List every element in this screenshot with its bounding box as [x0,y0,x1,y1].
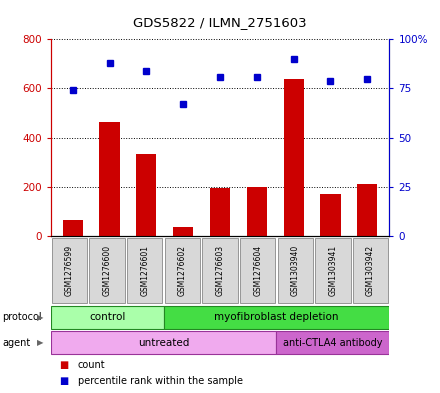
Text: count: count [78,360,106,370]
Bar [165,238,200,303]
Text: GSM1276600: GSM1276600 [103,244,112,296]
Text: GSM1303941: GSM1303941 [328,244,337,296]
Text: ▶: ▶ [37,338,43,347]
Bar [353,238,388,303]
Text: GSM1276599: GSM1276599 [65,244,74,296]
Text: myofibroblast depletion: myofibroblast depletion [214,312,339,322]
Text: ■: ■ [59,376,69,386]
Bar [164,306,389,329]
Text: protocol: protocol [2,312,42,322]
Bar [51,306,164,329]
Text: anti-CTLA4 antibody: anti-CTLA4 antibody [283,338,383,348]
Bar [315,238,351,303]
Bar [320,194,341,236]
Bar [136,154,157,236]
Bar [51,331,276,354]
Text: ▶: ▶ [37,313,43,322]
Text: GSM1276601: GSM1276601 [140,245,149,296]
Bar [210,188,230,236]
Bar [278,238,313,303]
Bar [357,184,378,236]
Bar [247,187,267,236]
Text: GSM1276602: GSM1276602 [178,245,187,296]
Text: GSM1276603: GSM1276603 [216,244,224,296]
Text: ■: ■ [59,360,69,370]
Text: GSM1303942: GSM1303942 [366,244,375,296]
Bar [240,238,275,303]
Text: GDS5822 / ILMN_2751603: GDS5822 / ILMN_2751603 [133,17,307,29]
Bar [202,238,238,303]
Bar [276,331,389,354]
Bar [89,238,125,303]
Bar [127,238,162,303]
Bar [99,121,120,236]
Bar [52,238,87,303]
Text: percentile rank within the sample: percentile rank within the sample [78,376,243,386]
Text: untreated: untreated [138,338,189,348]
Bar [283,79,304,236]
Text: GSM1276604: GSM1276604 [253,244,262,296]
Bar [173,227,193,236]
Text: control: control [89,312,125,322]
Text: GSM1303940: GSM1303940 [291,244,300,296]
Text: agent: agent [2,338,30,348]
Bar [62,220,83,236]
